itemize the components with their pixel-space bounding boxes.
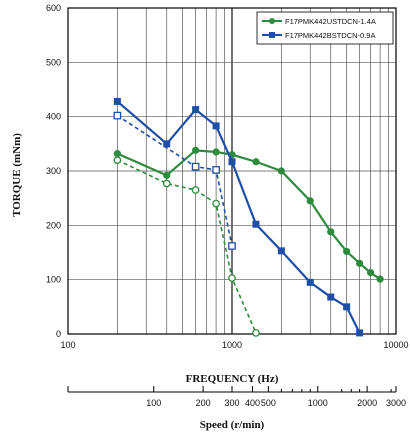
data-point	[252, 158, 260, 166]
data-point	[113, 97, 121, 105]
data-point	[113, 150, 121, 158]
series-line-0	[116, 149, 381, 281]
speed-tick-label: 400	[245, 398, 260, 408]
legend-marker-ustd	[269, 18, 275, 24]
speed-axis: 100 200 300 400 500 1000 2000 3000	[67, 386, 406, 408]
speed-axis-title: Speed (r/min)	[200, 419, 265, 431]
speed-tick-label: 100	[146, 398, 161, 408]
y-tick-label: 600	[46, 3, 61, 13]
series-line-2	[117, 159, 257, 334]
data-point	[192, 106, 200, 114]
y-tick-label: 500	[46, 57, 61, 67]
data-point	[191, 162, 200, 171]
data-point	[163, 140, 171, 148]
data-point	[343, 247, 351, 256]
y-tick-label: 100	[46, 275, 61, 285]
plot-frame	[67, 7, 397, 335]
x-tick-label: 1000	[222, 340, 242, 350]
data-point	[212, 199, 220, 208]
data-point	[228, 158, 236, 166]
data-point	[327, 228, 335, 236]
legend-label-ustd: F17PMK442USTDCN-1.4A	[285, 17, 376, 26]
y-tick-label: 0	[56, 329, 61, 339]
data-point	[212, 166, 220, 174]
data-point	[277, 247, 285, 255]
series-line-1	[116, 100, 361, 334]
speed-tick-label: 300	[224, 398, 239, 408]
data-point	[212, 148, 220, 156]
data-point	[228, 274, 236, 282]
grid-lines	[68, 8, 396, 334]
legend-label-bstd: F17PMK442BSTDCN-0.9A	[285, 31, 375, 40]
series-layer	[113, 97, 384, 337]
data-point	[113, 156, 122, 164]
y-tick-label: 400	[46, 112, 61, 122]
speed-tick-label: 500	[261, 398, 276, 408]
x-tick-label: 100	[60, 340, 75, 350]
data-point	[228, 242, 236, 250]
data-point	[306, 278, 314, 286]
x-axis-title: FREQUENCY (Hz)	[186, 373, 279, 385]
y-tick-label: 200	[46, 220, 61, 230]
data-point	[162, 179, 171, 188]
data-point	[192, 146, 200, 154]
data-point	[343, 303, 351, 311]
data-point	[163, 171, 171, 179]
legend-marker-bstd	[269, 32, 275, 38]
data-point	[252, 329, 260, 337]
data-point	[366, 269, 375, 277]
legend-box	[256, 11, 394, 45]
data-point	[306, 197, 314, 205]
data-point	[327, 293, 335, 301]
legend: F17PMK442USTDCN-1.4A F17PMK442BSTDCN-0.9…	[256, 11, 394, 45]
speed-tick-label: 1000	[308, 398, 328, 408]
x-tick-label: 10000	[383, 340, 408, 350]
speed-tick-label: 3000	[386, 398, 406, 408]
y-axis-title: TORQUE (mNm)	[11, 133, 23, 217]
speed-tick-label: 200	[196, 398, 211, 408]
data-point	[212, 122, 220, 130]
y-tick-label: 300	[46, 166, 61, 176]
data-point	[356, 329, 364, 337]
speed-tick-label: 2000	[357, 398, 377, 408]
data-point	[376, 275, 384, 283]
data-point	[113, 111, 122, 120]
data-point	[191, 186, 200, 194]
data-point	[277, 167, 285, 175]
data-point	[252, 220, 260, 228]
data-point	[356, 259, 364, 267]
